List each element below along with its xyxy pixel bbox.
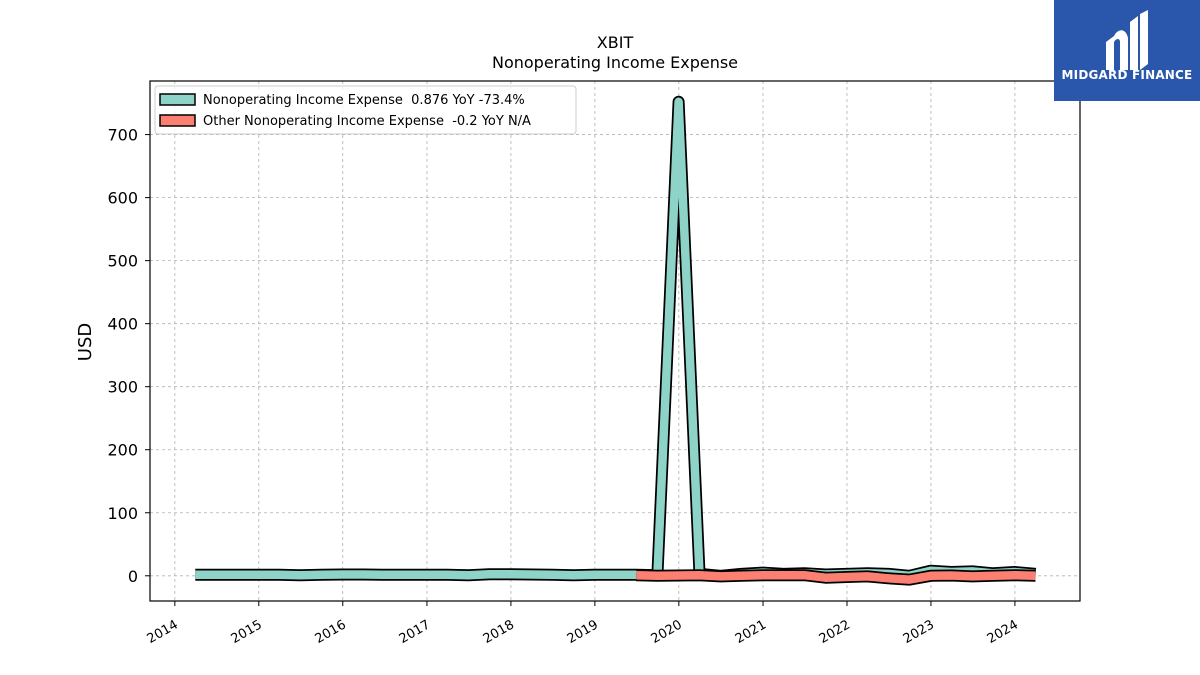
x-tick-label: 2023 (901, 617, 937, 647)
x-tick-label: 2020 (649, 617, 685, 647)
x-tick-label: 2024 (985, 617, 1021, 647)
legend: Nonoperating Income Expense 0.876 YoY -7… (154, 85, 577, 135)
y-tick-label: 700 (107, 126, 138, 145)
y-tick-label: 600 (107, 189, 138, 208)
brand-logo: MIDGARD FINANCE (1054, 0, 1200, 101)
x-tick-label: 2021 (733, 617, 769, 647)
x-tick-label: 2017 (397, 617, 433, 647)
grid (150, 81, 1080, 601)
y-tick-label: 0 (128, 567, 138, 586)
x-tick-label: 2022 (817, 617, 853, 647)
series-other-nonoperating-income-expense-line (636, 570, 1036, 584)
x-ticks: 2014 2015 2016 2017 2018 2019 2020 2021 2022 2023… (145, 601, 1021, 647)
y-axis-label: USD (75, 323, 96, 361)
y-tick-label: 100 (107, 504, 138, 523)
x-tick-label: 2018 (481, 617, 517, 647)
chart-title: XBIT (597, 33, 634, 52)
y-tick-label: 300 (107, 378, 138, 397)
x-tick-label: 2016 (313, 617, 349, 647)
x-tick-label: 2015 (229, 617, 265, 647)
legend-swatch-other-nonoperating (159, 114, 196, 127)
series-layer (195, 95, 1037, 586)
legend-swatch-nonoperating (159, 93, 196, 106)
series-nonoperating-income-expense-line (195, 97, 1036, 581)
chart-subtitle: Nonoperating Income Expense (492, 53, 738, 72)
x-tick-label: 2019 (565, 617, 601, 647)
x-tick-label: 2014 (145, 617, 181, 647)
legend-box (154, 85, 577, 135)
series-nonoperating-income-expense-outline (195, 95, 1037, 582)
brand-name: MIDGARD FINANCE (1061, 68, 1193, 82)
y-tick-label: 400 (107, 315, 138, 334)
y-tick-label: 200 (107, 441, 138, 460)
y-tick-label: 500 (107, 252, 138, 271)
plot-frame (149, 80, 1081, 602)
legend-label-nonoperating: Nonoperating Income Expense 0.876 YoY -7… (203, 93, 525, 108)
y-ticks: 0 100 200 300 400 500 600 700 (107, 126, 150, 586)
legend-label-other-nonoperating: Other Nonoperating Income Expense -0.2 Y… (203, 114, 531, 129)
midgard-logo-icon (1106, 10, 1148, 70)
